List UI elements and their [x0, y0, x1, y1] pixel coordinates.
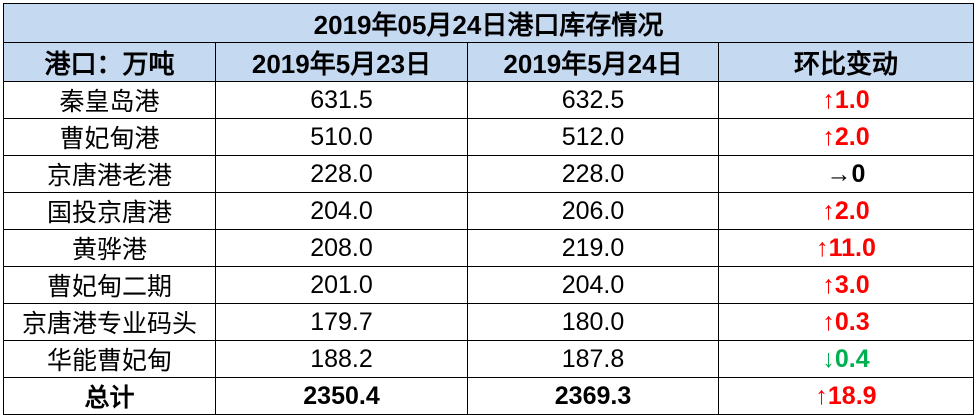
cell: 631.5	[215, 81, 468, 119]
header-cell: 2019年5月23日	[215, 42, 468, 82]
cell: 206.0	[467, 192, 719, 230]
title-row: 2019年05月24日港口库存情况	[3, 3, 974, 43]
change-cell: ↑18.9	[718, 377, 974, 415]
cell: 2369.3	[467, 377, 719, 415]
change-cell: →0	[718, 155, 974, 193]
cell: 187.8	[467, 340, 719, 378]
cell: 180.0	[467, 303, 719, 341]
cell: 632.5	[467, 81, 719, 119]
header-cell: 港口：万吨	[3, 42, 216, 82]
cell: 228.0	[215, 155, 468, 193]
cell: 188.2	[215, 340, 468, 378]
cell: 曹妃甸二期	[3, 266, 216, 304]
data-row: 京唐港专业码头 179.7 180.0 ↑0.3	[3, 303, 974, 341]
data-row: 曹妃甸二期 201.0 204.0 ↑3.0	[3, 266, 974, 304]
change-cell: ↑2.0	[718, 118, 974, 156]
total-row: 总计 2350.4 2369.3 ↑18.9	[3, 377, 974, 415]
header-cell: 环比变动	[718, 42, 974, 82]
table-body: 2019年05月24日港口库存情况 港口：万吨 2019年5月23日 2019年5月…	[3, 3, 974, 415]
data-row: 秦皇岛港 631.5 632.5 ↑1.0	[3, 81, 974, 119]
data-row: 国投京唐港 204.0 206.0 ↑2.0	[3, 192, 974, 230]
change-cell: ↑2.0	[718, 192, 974, 230]
cell: 2350.4	[215, 377, 468, 415]
port-stock-table: 2019年05月24日港口库存情况 港口：万吨 2019年5月23日 2019年5月…	[3, 3, 974, 415]
cell: 510.0	[215, 118, 468, 156]
data-row: 京唐港老港 228.0 228.0 →0	[3, 155, 974, 193]
cell: 京唐港专业码头	[3, 303, 216, 341]
cell: 228.0	[467, 155, 719, 193]
change-cell: ↑0.3	[718, 303, 974, 341]
cell: 华能曹妃甸	[3, 340, 216, 378]
change-cell: ↑11.0	[718, 229, 974, 267]
data-row: 曹妃甸港 510.0 512.0 ↑2.0	[3, 118, 974, 156]
cell: 京唐港老港	[3, 155, 216, 193]
header-cell: 2019年5月24日	[467, 42, 719, 82]
table-title: 2019年05月24日港口库存情况	[3, 3, 974, 43]
cell: 179.7	[215, 303, 468, 341]
change-cell: ↑3.0	[718, 266, 974, 304]
cell: 201.0	[215, 266, 468, 304]
cell: 219.0	[467, 229, 719, 267]
page: 2019年05月24日港口库存情况 港口：万吨 2019年5月23日 2019年5月…	[3, 3, 974, 415]
cell: 512.0	[467, 118, 719, 156]
change-cell: ↑1.0	[718, 81, 974, 119]
cell: 秦皇岛港	[3, 81, 216, 119]
change-cell: ↓0.4	[718, 340, 974, 378]
data-row: 华能曹妃甸 188.2 187.8 ↓0.4	[3, 340, 974, 378]
cell: 208.0	[215, 229, 468, 267]
data-row: 黄骅港 208.0 219.0 ↑11.0	[3, 229, 974, 267]
header-row: 港口：万吨 2019年5月23日 2019年5月24日 环比变动	[3, 42, 974, 82]
cell: 总计	[3, 377, 216, 415]
cell: 黄骅港	[3, 229, 216, 267]
cell: 曹妃甸港	[3, 118, 216, 156]
cell: 国投京唐港	[3, 192, 216, 230]
cell: 204.0	[467, 266, 719, 304]
cell: 204.0	[215, 192, 468, 230]
